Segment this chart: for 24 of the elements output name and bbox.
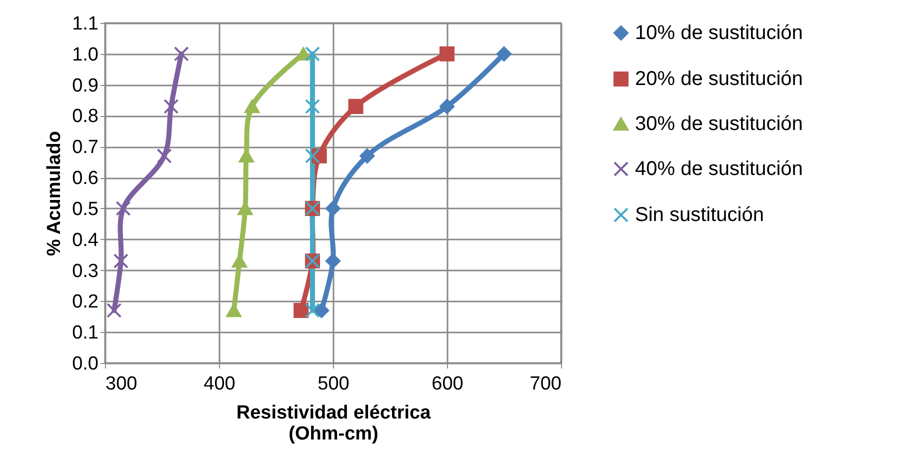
x-tick-label: 600 xyxy=(432,374,464,394)
legend-label: Sin sustitución xyxy=(635,204,764,226)
x-tick-label: 300 xyxy=(106,374,138,394)
x-tick-label: 700 xyxy=(530,374,562,394)
y-tick-label: 0.1 xyxy=(72,322,98,344)
y-tick-label: 0.2 xyxy=(72,292,98,313)
y-axis-title: % Acumulado xyxy=(44,131,66,256)
y-tick-label: 0.4 xyxy=(72,230,99,251)
y-tick-label: 0.0 xyxy=(72,354,98,374)
x-tick-label: 400 xyxy=(204,374,236,394)
legend-label: 10% de sustitución xyxy=(635,22,803,44)
legend-label: 20% de sustitución xyxy=(635,68,803,90)
y-tick-label: 1.1 xyxy=(72,14,98,34)
x-tick-label: 500 xyxy=(318,374,350,394)
y-tick-label: 0.9 xyxy=(72,75,98,96)
y-tick-label: 1.0 xyxy=(72,44,98,66)
y-tick-label: 0.7 xyxy=(72,137,98,158)
y-tick-label: 0.8 xyxy=(72,106,98,128)
y-tick-label: 0.6 xyxy=(72,168,98,190)
y-tick-label: 0.5 xyxy=(72,198,98,220)
y-tick-label: 0.3 xyxy=(72,260,98,282)
x-axis-title: Resistividad eléctrica (Ohm-cm) xyxy=(236,402,432,444)
legend-label: 30% de sustitución xyxy=(635,113,803,135)
legend-label: 40% de sustitución xyxy=(635,158,803,180)
